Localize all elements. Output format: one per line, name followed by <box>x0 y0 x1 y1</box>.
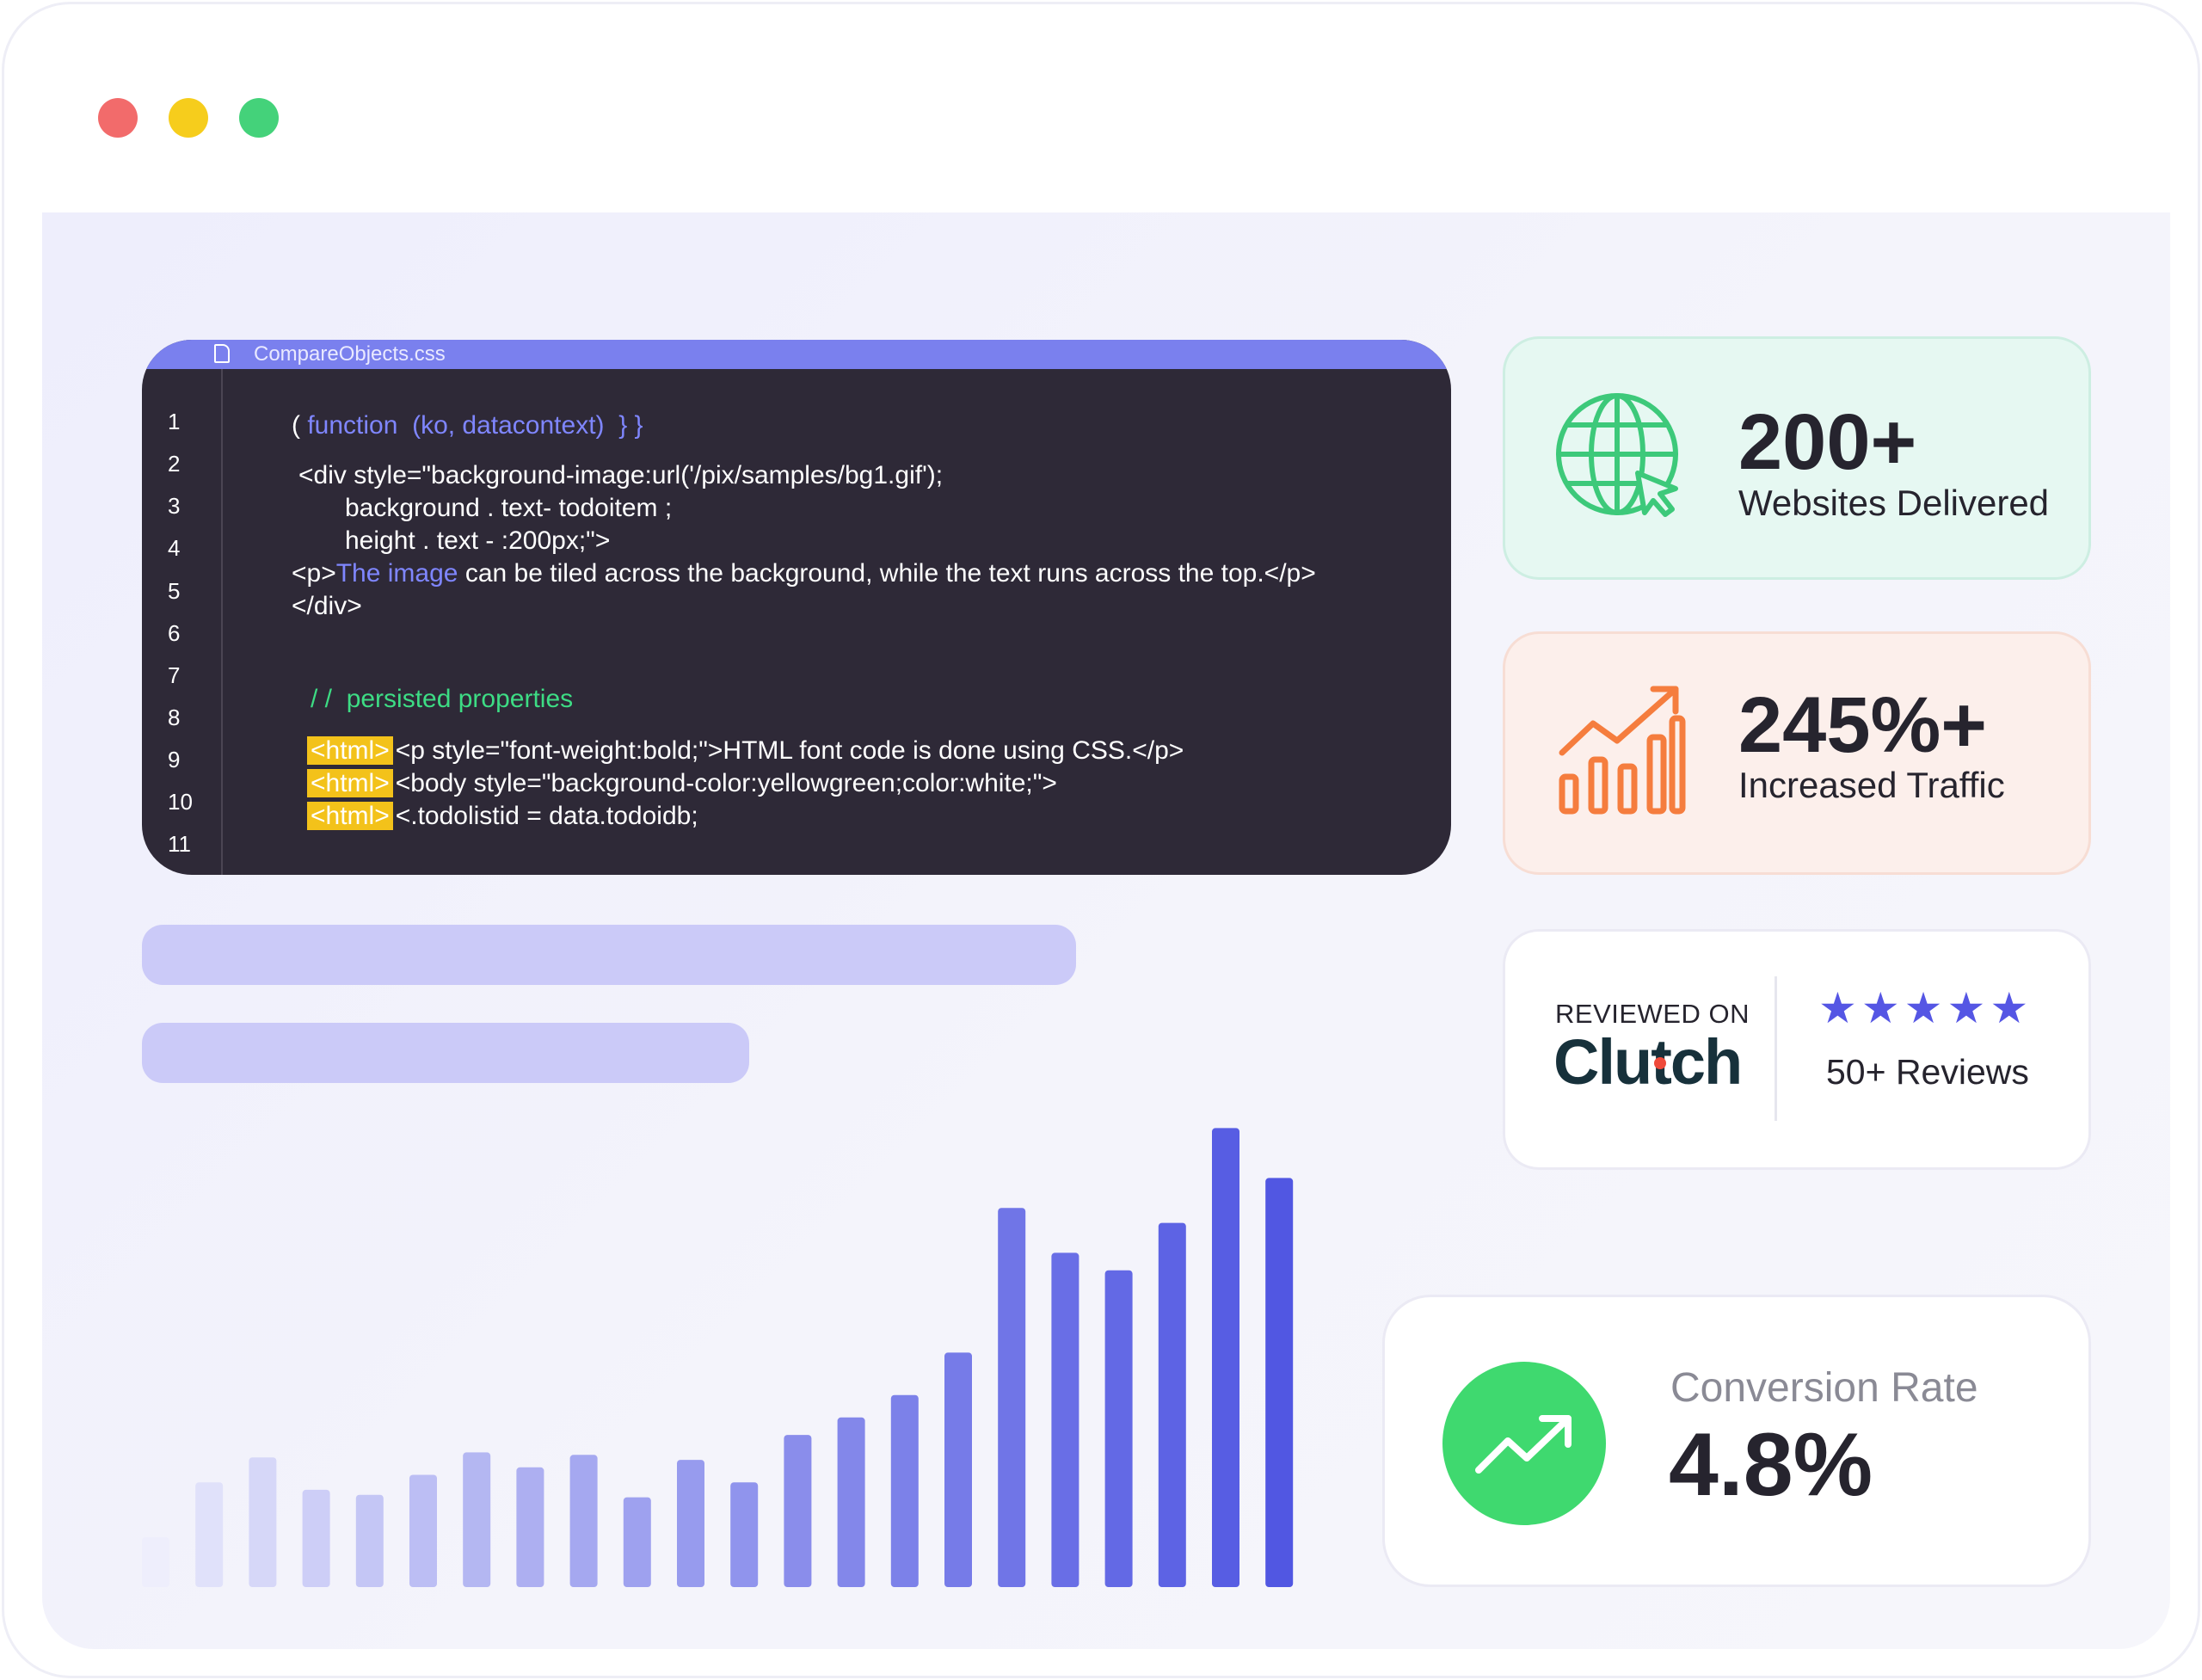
line-number: 1 <box>168 409 181 434</box>
line-number: 8 <box>168 705 181 730</box>
code-line-6: </div> <box>292 592 362 620</box>
maximize-dot[interactable] <box>239 98 279 138</box>
traffic-label: Increased Traffic <box>1738 765 2005 805</box>
line-number: 6 <box>168 620 181 646</box>
clutch-review-card[interactable]: REVIEWED ON Clutch ★★★★★ 50+ Reviews <box>1503 929 2091 1170</box>
chart-bar <box>355 1494 384 1587</box>
chart-bar <box>516 1467 544 1587</box>
html-tag-highlight: <html> <box>307 769 393 797</box>
chart-bar <box>569 1455 598 1587</box>
websites-delivered-card: 200+ Websites Delivered <box>1503 336 2091 580</box>
chart-bar <box>195 1482 224 1587</box>
html-tag-highlight: <html> <box>307 802 393 830</box>
reviews-count: 50+ Reviews <box>1826 1052 2029 1092</box>
editor-tab[interactable]: CompareObjects.css <box>142 340 1451 369</box>
line-number: 5 <box>168 578 181 604</box>
chart-bar <box>463 1452 491 1587</box>
websites-label: Websites Delivered <box>1738 483 2050 523</box>
chart-bar <box>302 1489 330 1587</box>
code-line-1: ( function (ko, datacontext) } } <box>292 411 643 440</box>
star-icon: ★ <box>1861 984 1900 1032</box>
chart-bar <box>998 1208 1026 1587</box>
chart-bar <box>677 1460 704 1587</box>
chart-bar <box>1104 1270 1133 1587</box>
code-line-3: background . text- todoitem ; <box>345 494 673 522</box>
line-number: 9 <box>168 747 181 772</box>
conversion-value: 4.8% <box>1669 1415 1873 1515</box>
line-number: 11 <box>168 831 191 857</box>
code-line-4: height . text - :200px;"> <box>345 526 611 555</box>
chart-bar <box>837 1417 865 1587</box>
increased-traffic-card: 245%+ Increased Traffic <box>1503 631 2091 875</box>
bar-chart <box>142 1128 1294 1587</box>
code-line-11: <html> <.todolistid = data.todoidb; <box>307 801 698 832</box>
growth-chart-icon <box>1559 686 1686 815</box>
clutch-red-dot <box>1654 1057 1667 1069</box>
chart-bar <box>249 1457 277 1587</box>
traffic-value: 245%+ <box>1738 681 1988 769</box>
chart-bar <box>890 1394 919 1587</box>
chart-bar <box>623 1497 651 1587</box>
star-icon: ★ <box>1818 984 1857 1032</box>
line-number: 10 <box>168 789 193 815</box>
chart-bar <box>1265 1178 1294 1587</box>
chart-bar <box>944 1352 972 1587</box>
code-line-10: <html> <body style="background-color:yell… <box>307 768 1057 799</box>
chart-bar <box>1051 1252 1079 1587</box>
chart-bar <box>730 1482 759 1587</box>
trend-up-icon <box>1475 1415 1572 1474</box>
line-number: 3 <box>168 493 181 519</box>
code-comment: / / persisted properties <box>311 685 574 713</box>
conversion-label: Conversion Rate <box>1670 1365 1978 1411</box>
star-icon: ★ <box>1947 984 1986 1032</box>
code-editor: CompareObjects.css 1 2 3 4 5 6 7 8 9 10 … <box>142 340 1451 875</box>
rating-stars: ★ ★ ★ ★ ★ <box>1818 985 2033 1031</box>
keyword-function: function <box>307 411 398 440</box>
reviewed-on-label: REVIEWED ON <box>1555 999 1750 1029</box>
file-icon <box>214 344 230 363</box>
code-line-9: <html> <p style="font-weight:bold;">HTML … <box>307 735 1184 766</box>
gutter-divider <box>221 369 223 875</box>
code-line-5: <p>The image can be tiled across the bac… <box>292 559 1316 588</box>
globe-cursor-icon <box>1556 393 1678 517</box>
chart-bar <box>1212 1128 1239 1587</box>
placeholder-line-short <box>142 1023 749 1083</box>
minimize-dot[interactable] <box>169 98 208 138</box>
file-name: CompareObjects.css <box>254 342 446 366</box>
clutch-logo: Clutch <box>1553 1026 1743 1098</box>
star-icon: ★ <box>1990 984 2029 1032</box>
websites-value: 200+ <box>1738 398 1917 486</box>
conversion-rate-card: Conversion Rate 4.8% <box>1382 1295 2091 1587</box>
placeholder-line-long <box>142 925 1076 985</box>
card-divider <box>1775 976 1777 1121</box>
close-dot[interactable] <box>98 98 138 138</box>
star-icon: ★ <box>1904 984 1943 1032</box>
line-number: 4 <box>168 535 181 561</box>
html-tag-highlight: <html> <box>307 736 393 765</box>
trend-up-badge <box>1442 1362 1606 1525</box>
chart-bar <box>784 1435 812 1587</box>
code-line-2: <div style="background-image:url('/pix/s… <box>298 461 944 489</box>
line-number: 2 <box>168 451 181 477</box>
chart-bar <box>1158 1222 1186 1587</box>
line-number: 7 <box>168 662 181 688</box>
chart-bar <box>409 1474 437 1587</box>
chart-bar <box>142 1537 169 1587</box>
